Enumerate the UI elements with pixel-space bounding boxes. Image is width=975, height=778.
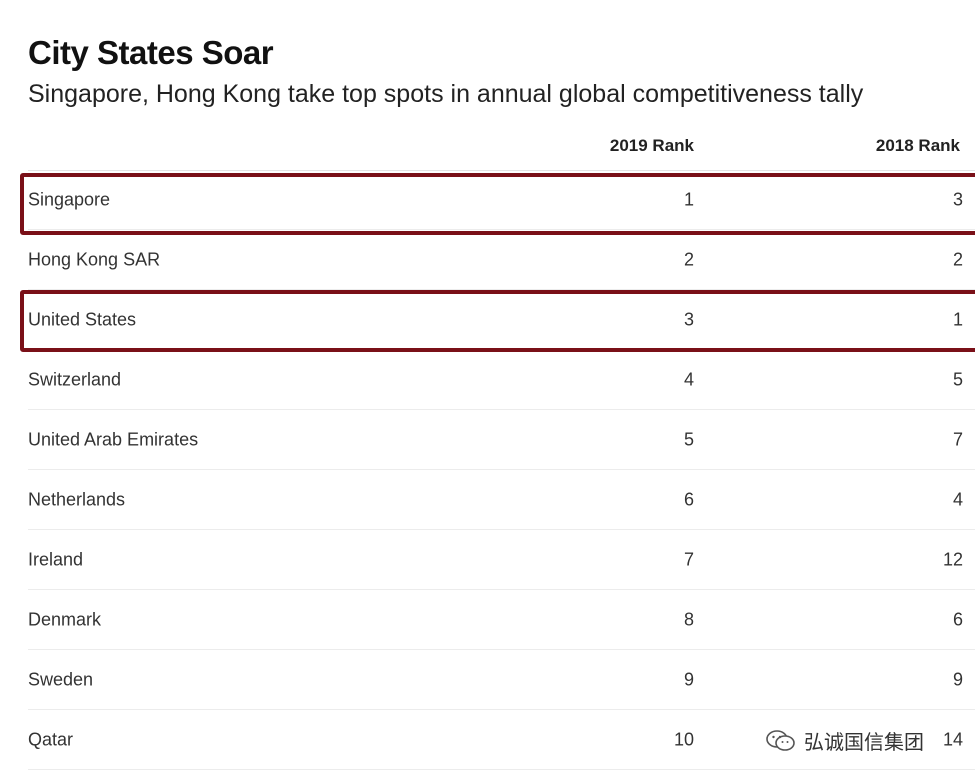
- rank-2019-value: 5: [683, 429, 694, 450]
- table-row: Switzerland 4 5: [0, 350, 975, 410]
- table-row: Denmark 8 6: [0, 590, 975, 650]
- rank-2019-value: 6: [683, 489, 694, 510]
- country-name: Ireland: [28, 549, 84, 570]
- country-name: Sweden: [28, 669, 94, 690]
- table-row: Ireland 7 12: [0, 530, 975, 590]
- country-name: Hong Kong SAR: [28, 249, 161, 270]
- country-name: Denmark: [28, 609, 102, 630]
- chart-subtitle: Singapore, Hong Kong take top spots in a…: [28, 80, 864, 108]
- rank-2018-value: 1: [952, 309, 963, 330]
- rank-2018-value: 3: [952, 189, 963, 210]
- chart-title: City States Soar: [28, 34, 274, 71]
- country-name: Switzerland: [28, 369, 122, 390]
- rank-2019-value: 1: [683, 189, 694, 210]
- rank-2018-value: 12: [942, 549, 963, 570]
- ranking-table-body: Singapore 1 3 Hong Kong SAR 2 2 United States 3…: [0, 170, 975, 770]
- watermark: 弘诚国信集团: [760, 722, 930, 759]
- rank-2019-value: 8: [683, 609, 694, 630]
- rank-2018-value: 2: [952, 249, 963, 270]
- rank-2018-value: 6: [952, 609, 963, 630]
- rank-2019-value: 3: [683, 309, 694, 330]
- rank-2019-value: 2: [683, 249, 694, 270]
- column-header-2018-rank: 2018 Rank: [875, 136, 960, 155]
- column-header-2019-rank: 2019 Rank: [609, 136, 694, 155]
- rank-2019-value: 7: [683, 549, 694, 570]
- table-row: Sweden 9 9: [0, 650, 975, 710]
- rank-2019-value: 10: [673, 729, 694, 750]
- watermark-text: 弘诚国信集团: [804, 730, 924, 754]
- table-row: United Arab Emirates 5 7: [0, 410, 975, 470]
- country-name: United States: [28, 309, 137, 330]
- rank-2018-value: 4: [952, 489, 963, 510]
- table-row: Singapore 1 3: [0, 170, 975, 230]
- country-name: Qatar: [28, 729, 74, 750]
- table-row: United States 3 1: [0, 290, 975, 350]
- country-name: Netherlands: [28, 489, 126, 510]
- rank-2019-value: 9: [683, 669, 694, 690]
- table-row: Qatar 10 14: [0, 710, 975, 770]
- wechat-icon: [766, 729, 795, 751]
- rank-2018-value: 5: [952, 369, 963, 390]
- rank-2018-value: 9: [952, 669, 963, 690]
- table-row: Netherlands 6 4: [0, 470, 975, 530]
- country-name: Singapore: [28, 189, 111, 210]
- table-row: Hong Kong SAR 2 2: [0, 230, 975, 290]
- rank-2018-value: 14: [942, 729, 963, 750]
- header-divider: [28, 170, 975, 171]
- country-name: United Arab Emirates: [28, 429, 199, 450]
- rank-2018-value: 7: [952, 429, 963, 450]
- rank-2019-value: 4: [683, 369, 694, 390]
